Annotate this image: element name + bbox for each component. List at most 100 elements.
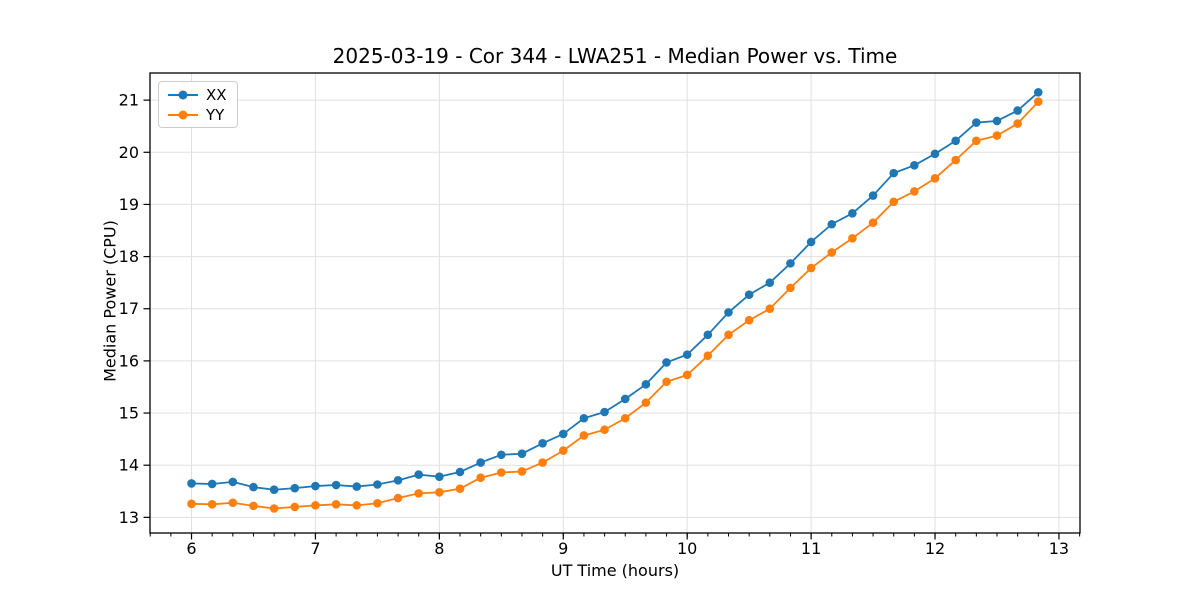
data-point-YY (1013, 119, 1022, 128)
data-point-YY (662, 377, 671, 387)
data-point-XX (435, 472, 444, 481)
data-point-XX (827, 219, 837, 229)
data-point-YY (600, 425, 609, 435)
data-point-XX (207, 479, 217, 489)
y-tick-label: 18 (119, 247, 139, 266)
x-tick-label: 10 (677, 539, 697, 558)
data-point-YY (331, 500, 341, 509)
data-point-YY (393, 493, 403, 503)
y-tick-label: 19 (119, 195, 139, 214)
y-tick-label: 15 (119, 404, 139, 423)
data-point-XX (352, 482, 362, 491)
data-point-XX (455, 467, 465, 477)
data-point-YY (641, 398, 651, 407)
data-point-YY (187, 499, 196, 509)
data-point-YY (703, 351, 713, 360)
data-point-XX (662, 358, 671, 367)
data-point-XX (600, 407, 609, 417)
data-point-YY (827, 248, 837, 257)
x-axis-label: UT Time (hours) (550, 561, 680, 580)
data-point-YY (682, 370, 692, 380)
data-point-YY (269, 504, 279, 513)
data-point-YY (724, 330, 733, 340)
data-point-XX (703, 330, 713, 340)
axes-spines (149, 72, 1081, 534)
data-point-XX (951, 136, 960, 146)
data-point-XX (765, 278, 775, 287)
data-point-YY (373, 498, 382, 508)
data-point-YY (806, 263, 816, 273)
data-point-YY (765, 304, 775, 314)
data-point-XX (1013, 106, 1022, 115)
legend-item-YY: YY (168, 105, 227, 124)
data-point-XX (744, 290, 754, 299)
data-point-XX (910, 161, 919, 170)
x-tick-label: 11 (801, 539, 821, 558)
data-point-YY (455, 484, 465, 493)
x-tick-label: 12 (925, 539, 945, 558)
legend-marker-icon (178, 110, 188, 119)
y-tick-label: 17 (119, 299, 139, 318)
data-point-YY (207, 500, 217, 509)
legend-label: XX (206, 85, 227, 104)
x-tick-label: 13 (1049, 539, 1069, 558)
y-axis-label: Median Power (CPU) (100, 220, 120, 382)
data-point-YY (538, 458, 547, 467)
data-point-YY (972, 136, 981, 146)
legend-label: YY (206, 105, 225, 124)
data-point-YY (951, 155, 960, 165)
data-point-YY (620, 413, 630, 423)
data-point-XX (558, 429, 568, 439)
data-point-YY (848, 234, 857, 243)
y-tick-label: 21 (119, 91, 139, 110)
data-point-YY (930, 174, 940, 183)
data-point-YY (786, 283, 795, 293)
data-point-YY (579, 431, 589, 440)
data-point-XX (249, 482, 258, 492)
data-point-YY (435, 488, 444, 497)
data-point-YY (476, 473, 485, 483)
data-point-XX (579, 413, 589, 423)
data-point-YY (290, 502, 300, 512)
data-point-YY (249, 501, 258, 511)
data-point-XX (620, 394, 630, 404)
data-point-XX (393, 476, 403, 485)
x-tick-label: 6 (186, 539, 196, 558)
data-point-XX (414, 470, 423, 479)
y-tick-label: 16 (119, 351, 139, 370)
x-tick-label: 9 (558, 539, 568, 558)
data-point-YY (1033, 97, 1043, 106)
data-point-XX (641, 380, 651, 389)
data-point-YY (517, 467, 527, 476)
data-point-XX (1033, 87, 1043, 97)
x-tick-label: 7 (310, 539, 320, 558)
data-point-XX (868, 191, 878, 200)
data-point-XX (930, 149, 940, 159)
x-tick-label: 8 (434, 539, 444, 558)
data-point-XX (848, 208, 857, 218)
data-point-YY (558, 446, 568, 455)
data-point-YY (889, 197, 899, 207)
data-point-YY (910, 187, 919, 196)
data-point-XX (538, 438, 547, 448)
legend-item-XX: XX (168, 85, 227, 104)
data-point-YY (228, 498, 238, 508)
data-point-XX (290, 483, 300, 493)
data-point-XX (724, 308, 733, 317)
y-tick-label: 13 (119, 508, 139, 527)
data-point-XX (269, 485, 279, 495)
data-point-YY (352, 501, 362, 510)
data-point-XX (786, 259, 795, 268)
y-tick-label: 20 (119, 143, 139, 162)
data-point-XX (497, 450, 506, 460)
data-point-YY (311, 501, 320, 510)
data-point-XX (373, 480, 382, 489)
data-point-XX (992, 116, 1002, 126)
data-point-XX (889, 168, 899, 178)
data-point-YY (992, 131, 1002, 140)
data-point-XX (972, 118, 981, 127)
data-point-XX (517, 449, 527, 459)
plot-background (150, 73, 1080, 533)
